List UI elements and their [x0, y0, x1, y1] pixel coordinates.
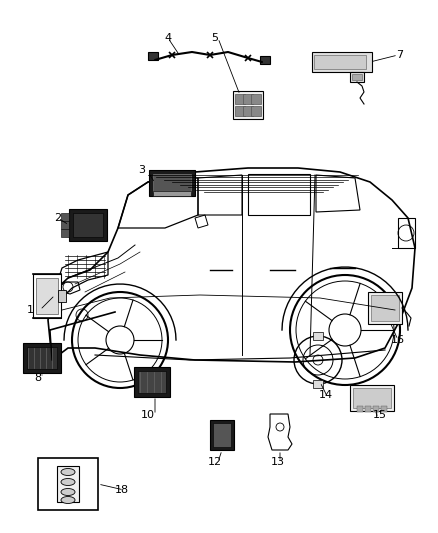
- Bar: [353, 388, 391, 408]
- Bar: [243, 94, 253, 104]
- Bar: [251, 94, 261, 104]
- Bar: [57, 466, 79, 502]
- Text: 13: 13: [271, 457, 285, 467]
- Bar: [314, 55, 366, 69]
- Bar: [312, 52, 372, 72]
- Ellipse shape: [61, 497, 75, 504]
- Bar: [373, 406, 379, 412]
- Text: 1: 1: [27, 305, 33, 315]
- Text: 15: 15: [373, 410, 387, 420]
- Bar: [153, 174, 191, 192]
- Bar: [350, 385, 394, 411]
- Text: 8: 8: [35, 373, 42, 383]
- Bar: [260, 56, 270, 64]
- Bar: [371, 295, 399, 321]
- Bar: [235, 94, 245, 104]
- Bar: [38, 458, 98, 510]
- Bar: [381, 406, 387, 412]
- Bar: [313, 332, 323, 340]
- Text: 7: 7: [396, 50, 403, 60]
- Text: 4: 4: [164, 33, 172, 43]
- Bar: [61, 213, 69, 221]
- Bar: [27, 347, 57, 369]
- Bar: [69, 209, 107, 241]
- Bar: [61, 229, 69, 237]
- Bar: [61, 221, 69, 229]
- Bar: [138, 371, 166, 393]
- Bar: [36, 278, 58, 314]
- Bar: [350, 72, 364, 82]
- Bar: [313, 380, 323, 388]
- Bar: [33, 274, 61, 318]
- Bar: [58, 290, 66, 302]
- Bar: [73, 213, 103, 237]
- Ellipse shape: [61, 489, 75, 496]
- Text: 12: 12: [208, 457, 222, 467]
- Bar: [233, 91, 263, 119]
- Text: 5: 5: [212, 33, 219, 43]
- Bar: [243, 106, 253, 116]
- Bar: [235, 106, 245, 116]
- Bar: [210, 420, 234, 450]
- Text: 3: 3: [138, 165, 145, 175]
- Bar: [368, 292, 402, 324]
- Text: 2: 2: [54, 213, 62, 223]
- Bar: [148, 52, 158, 60]
- Text: 18: 18: [115, 485, 129, 495]
- Bar: [149, 170, 195, 196]
- Ellipse shape: [61, 479, 75, 486]
- Bar: [352, 74, 362, 80]
- Bar: [153, 191, 191, 196]
- Bar: [23, 343, 61, 373]
- Bar: [365, 406, 371, 412]
- Bar: [357, 406, 363, 412]
- Bar: [213, 423, 231, 447]
- Bar: [251, 106, 261, 116]
- Bar: [134, 367, 170, 397]
- Text: 16: 16: [391, 335, 405, 345]
- Ellipse shape: [61, 469, 75, 475]
- Text: 14: 14: [319, 390, 333, 400]
- Text: 10: 10: [141, 410, 155, 420]
